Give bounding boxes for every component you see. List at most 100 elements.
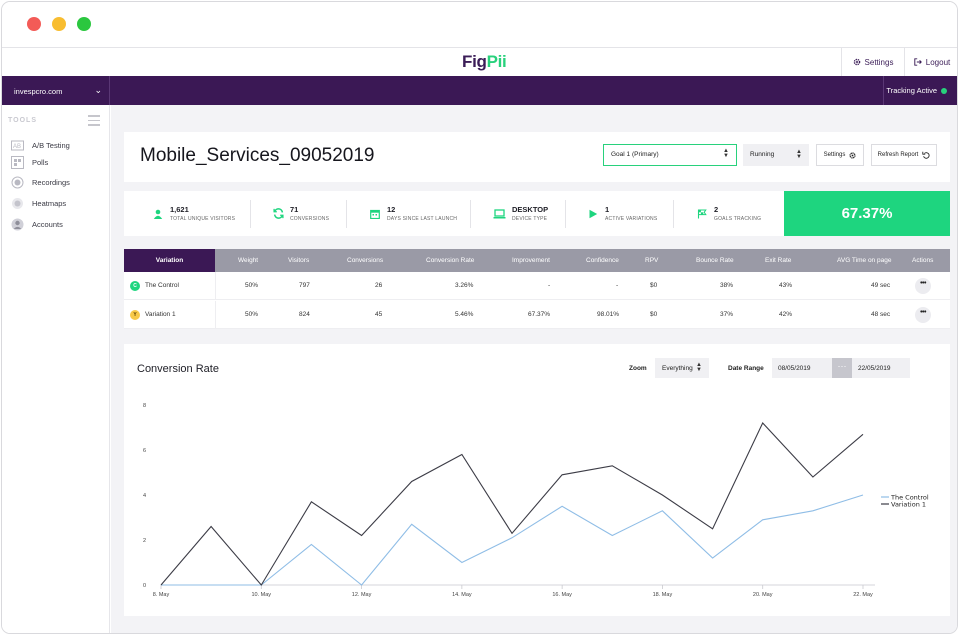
y-tick-label: 8: [143, 403, 146, 409]
column-header-avg-time[interactable]: AVG Time on page: [837, 257, 892, 264]
laptop-icon: [492, 208, 506, 220]
sidebar-item-heatmaps[interactable]: Heatmaps: [11, 196, 66, 210]
sidebar-item-ab-testing[interactable]: AB A/B Testing: [11, 138, 70, 152]
date-range-label: Date Range: [728, 365, 764, 372]
cell-rpv: $0: [650, 311, 658, 318]
y-tick-label: 0: [143, 583, 146, 589]
stat-value: 2: [714, 205, 719, 214]
cell-weight: 50%: [245, 282, 259, 289]
stat-label: TOTAL UNIQUE VISITORS: [170, 216, 236, 222]
stat-value: DESKTOP: [512, 205, 549, 214]
column-header-actions: Actions: [912, 257, 934, 264]
column-header-weight[interactable]: Weight: [238, 257, 259, 264]
sidebar-item-recordings[interactable]: Recordings: [11, 175, 70, 189]
row-actions-button[interactable]: •••: [915, 307, 931, 323]
logout-icon: [914, 58, 922, 66]
window-chrome: [2, 2, 957, 48]
variations-table: Variation Weight Visitors Conversions Co…: [124, 249, 950, 329]
x-tick-label: 12. May: [352, 592, 372, 598]
legend-label[interactable]: Variation 1: [891, 500, 926, 508]
column-header-conversion-rate[interactable]: Conversion Rate: [426, 257, 475, 264]
x-tick-label: 10. May: [251, 592, 271, 598]
zoom-select-value: Everything: [662, 365, 693, 372]
variation-badge: Y: [130, 310, 140, 320]
stats-bar: 1,621 TOTAL UNIQUE VISITORS 71 CONVERSIONS…: [124, 191, 784, 236]
cell-conversion-rate: 3.26%: [455, 282, 474, 289]
stat-value: 1,621: [170, 205, 189, 214]
column-header-conversions[interactable]: Conversions: [347, 257, 384, 264]
recordings-icon: [11, 176, 24, 189]
sidebar-item-polls[interactable]: Polls: [11, 155, 48, 169]
stat-label: CONVERSIONS: [290, 216, 330, 222]
row-actions-button[interactable]: •••: [915, 278, 931, 294]
top-settings-button[interactable]: Settings: [841, 48, 904, 76]
flag-icon: [696, 208, 708, 220]
table-row: C The Control 50% 797 26 3.26% - - $0 38…: [124, 272, 950, 300]
sidebar-item-label: Recordings: [32, 177, 70, 187]
top-settings-label: Settings: [864, 57, 894, 67]
cell-confidence: 98.01%: [597, 311, 620, 318]
column-header-exit-rate[interactable]: Exit Rate: [765, 257, 792, 264]
cell-conversion-rate: 5.46%: [455, 311, 474, 318]
column-header-improvement[interactable]: Improvement: [512, 257, 550, 264]
series-line-variation-1[interactable]: [160, 422, 864, 586]
play-icon: [587, 208, 599, 220]
experiment-settings-button[interactable]: Settings: [816, 144, 864, 166]
sidebar-item-label: Polls: [32, 157, 49, 167]
cell-visitors: 797: [299, 282, 310, 289]
site-bar: invespcro.com ⌄ Tracking Active: [2, 76, 957, 105]
experiment-header: Mobile_Services_09052019 Goal 1 (Primary…: [124, 132, 950, 182]
stat-value: 71: [290, 205, 299, 214]
column-header-confidence[interactable]: Confidence: [586, 257, 619, 264]
tracking-label: Tracking Active: [886, 86, 937, 95]
variation-name[interactable]: Variation 1: [145, 311, 176, 318]
gear-icon: [849, 151, 856, 159]
y-tick-label: 6: [143, 448, 146, 454]
column-header-rpv[interactable]: RPV: [645, 257, 659, 264]
legend-label[interactable]: The Control: [890, 493, 929, 501]
maximize-window-button[interactable]: [77, 17, 91, 31]
tracking-active-dot: [941, 87, 947, 94]
series-line-the-control[interactable]: [161, 494, 864, 586]
chevron-down-icon: ⌄: [94, 85, 102, 95]
cell-improvement: 67.37%: [528, 311, 551, 318]
cell-conversions: 45: [375, 311, 383, 318]
experiment-settings-label: Settings: [823, 152, 846, 158]
overall-conversion-rate: 67.37%: [784, 191, 950, 236]
stat-conversions: 71 CONVERSIONS: [272, 191, 329, 236]
column-header-bounce-rate[interactable]: Bounce Rate: [696, 257, 734, 264]
status-select[interactable]: Running ▲ ▼: [743, 144, 809, 166]
column-header-variation[interactable]: Variation: [124, 249, 215, 272]
logout-button[interactable]: Logout: [904, 48, 957, 76]
date-to-input[interactable]: 22/05/2019: [852, 358, 910, 378]
hamburger-menu-icon[interactable]: [88, 115, 100, 129]
conversion-chart-panel: Conversion Rate Zoom Everything ▲ ▼ Date …: [124, 344, 950, 616]
select-arrows-icon: ▲ ▼: [796, 149, 802, 160]
stat-goals-tracking: 2 GOALS TRACKING: [696, 191, 761, 236]
column-header-visitors[interactable]: Visitors: [288, 257, 310, 264]
x-tick-label: 18. May: [653, 592, 673, 598]
cell-exit-rate: 42%: [779, 311, 793, 318]
control-badge: C: [130, 281, 140, 291]
close-window-button[interactable]: [27, 17, 41, 31]
goal-select[interactable]: Goal 1 (Primary) ▲ ▼: [603, 144, 737, 166]
stat-label: ACTIVE VARIATIONS: [605, 216, 658, 222]
page-title: Mobile_Services_09052019: [140, 145, 375, 166]
zoom-select[interactable]: Everything ▲ ▼: [655, 358, 709, 378]
variation-name[interactable]: The Control: [145, 282, 179, 289]
svg-text:AB: AB: [13, 144, 21, 150]
figpii-logo[interactable]: FigPii: [462, 52, 507, 71]
site-name: invespcro.com: [14, 87, 63, 96]
sidebar-item-accounts[interactable]: Accounts: [11, 217, 63, 231]
date-from-input[interactable]: 08/05/2019: [772, 358, 832, 378]
conversion-rate-chart: 0 2 4 6 8 8. May 10. May 12. May 14. May 16. May 1…: [143, 403, 929, 598]
goal-select-value: Goal 1 (Primary): [611, 151, 659, 158]
cell-visitors: 824: [299, 311, 310, 318]
refresh-report-button[interactable]: Refresh Report: [871, 144, 937, 166]
minimize-window-button[interactable]: [52, 17, 66, 31]
sidebar-item-label: Heatmaps: [32, 198, 67, 208]
sidebar-item-label: Accounts: [32, 219, 63, 229]
heatmaps-icon: [11, 197, 24, 210]
site-selector[interactable]: invespcro.com ⌄: [2, 76, 110, 105]
main-content: Mobile_Services_09052019 Goal 1 (Primary…: [111, 105, 957, 633]
